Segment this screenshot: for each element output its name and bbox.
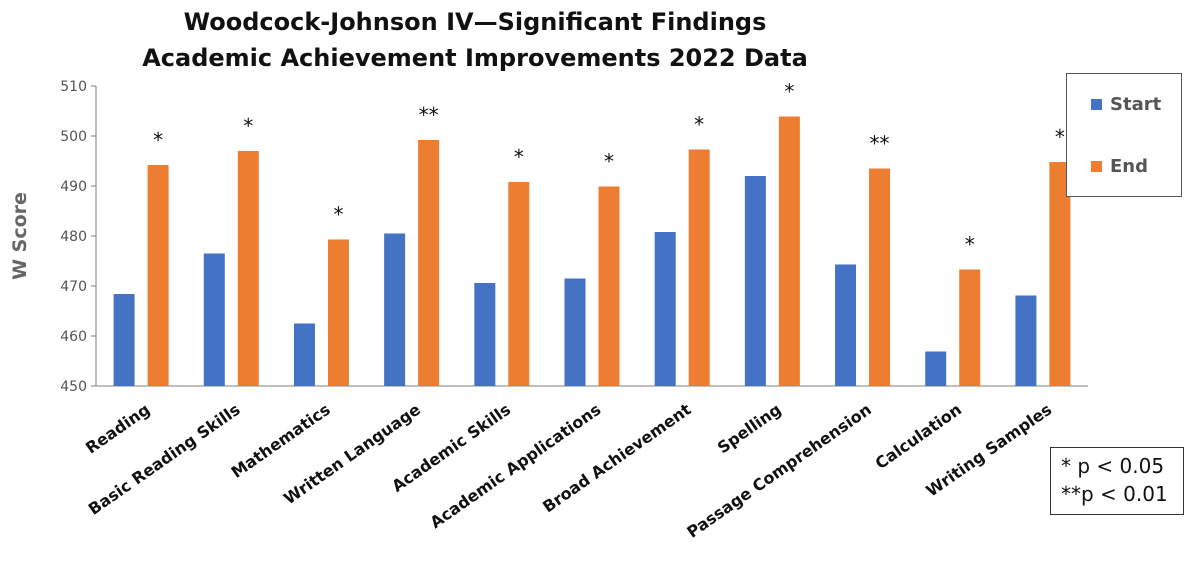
x-tick-label: Calculation xyxy=(872,400,965,473)
bar-end-calculation xyxy=(959,269,981,386)
significance-note-line-1: * p < 0.05 xyxy=(1061,454,1165,478)
legend-label-end: End xyxy=(1110,156,1148,177)
bar-end-reading xyxy=(147,165,169,386)
significance-marker: * xyxy=(694,113,704,137)
bar-start-written-language xyxy=(384,233,406,386)
bar-start-passage-comprehension xyxy=(835,264,857,386)
x-tick-label: Basic Reading Skills xyxy=(85,400,244,519)
x-tick-label: Reading xyxy=(82,400,153,458)
y-tick-label: 450 xyxy=(60,379,87,395)
bar-start-academic-applications xyxy=(564,278,586,386)
legend-swatch-end xyxy=(1091,161,1102,172)
x-tick-label: Spelling xyxy=(714,400,785,458)
legend-item-end: End xyxy=(1091,156,1148,177)
significance-marker: * xyxy=(333,203,343,227)
chart-title: Woodcock-Johnson IV—Significant Findings xyxy=(183,8,767,36)
significance-marker: * xyxy=(965,233,975,257)
bar-start-writing-samples xyxy=(1015,295,1037,386)
x-tick-label: Broad Achievement xyxy=(539,400,695,517)
legend-item-start: Start xyxy=(1091,94,1161,115)
bar-end-academic-skills xyxy=(508,182,530,386)
bar-end-passage-comprehension xyxy=(869,168,891,386)
x-tick-label: Academic Applications xyxy=(426,400,604,532)
bar-end-mathematics xyxy=(327,239,349,386)
bar-start-spelling xyxy=(744,176,766,386)
bar-start-calculation xyxy=(925,351,947,386)
significance-note-line-2: **p < 0.01 xyxy=(1061,482,1168,506)
significance-marker: * xyxy=(514,145,524,169)
bar-end-written-language xyxy=(418,140,440,386)
significance-marker: ** xyxy=(870,132,890,156)
bar-end-academic-applications xyxy=(598,186,620,386)
x-tick-label: Passage Comprehension xyxy=(683,400,874,542)
legend: Start End xyxy=(1066,73,1182,197)
significance-marker: * xyxy=(1055,125,1065,149)
bar-start-mathematics xyxy=(293,323,315,386)
y-tick-label: 480 xyxy=(60,229,87,245)
legend-swatch-start xyxy=(1091,99,1102,110)
significance-note: * p < 0.05 **p < 0.01 xyxy=(1050,447,1184,515)
significance-marker: * xyxy=(604,150,614,174)
bar-end-writing-samples xyxy=(1049,162,1071,386)
legend-label-start: Start xyxy=(1110,94,1162,115)
y-tick-label: 510 xyxy=(60,79,87,95)
y-axis-label: W Score xyxy=(9,192,31,280)
bar-end-basic-reading-skills xyxy=(237,151,259,386)
bar-start-broad-achievement xyxy=(654,232,676,386)
bar-start-basic-reading-skills xyxy=(203,253,225,386)
y-tick-label: 500 xyxy=(60,129,87,145)
bar-start-academic-skills xyxy=(474,283,496,386)
bar-end-spelling xyxy=(778,116,800,386)
significance-marker: * xyxy=(243,114,253,138)
y-tick-label: 470 xyxy=(60,279,87,295)
significance-marker: * xyxy=(784,80,794,104)
y-tick-label: 460 xyxy=(60,329,87,345)
bar-end-broad-achievement xyxy=(688,149,710,386)
significance-marker: ** xyxy=(419,103,439,127)
y-tick-label: 490 xyxy=(60,179,87,195)
chart-subtitle: Academic Achievement Improvements 2022 D… xyxy=(142,44,808,72)
bar-start-reading xyxy=(113,294,135,386)
significance-marker: * xyxy=(153,128,163,152)
